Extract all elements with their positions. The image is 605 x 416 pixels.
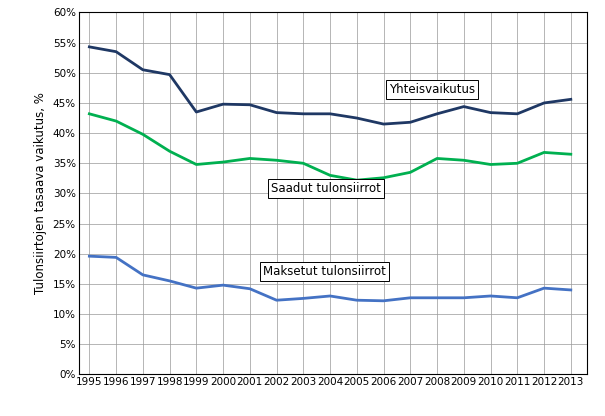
Y-axis label: Tulonsiirtojen tasaava vaikutus, %: Tulonsiirtojen tasaava vaikutus, % bbox=[34, 92, 47, 295]
Text: Maksetut tulonsiirrot: Maksetut tulonsiirrot bbox=[263, 265, 386, 278]
Text: Saadut tulonsiirrot: Saadut tulonsiirrot bbox=[271, 182, 381, 195]
Text: Yhteisvaikutus: Yhteisvaikutus bbox=[389, 83, 475, 96]
